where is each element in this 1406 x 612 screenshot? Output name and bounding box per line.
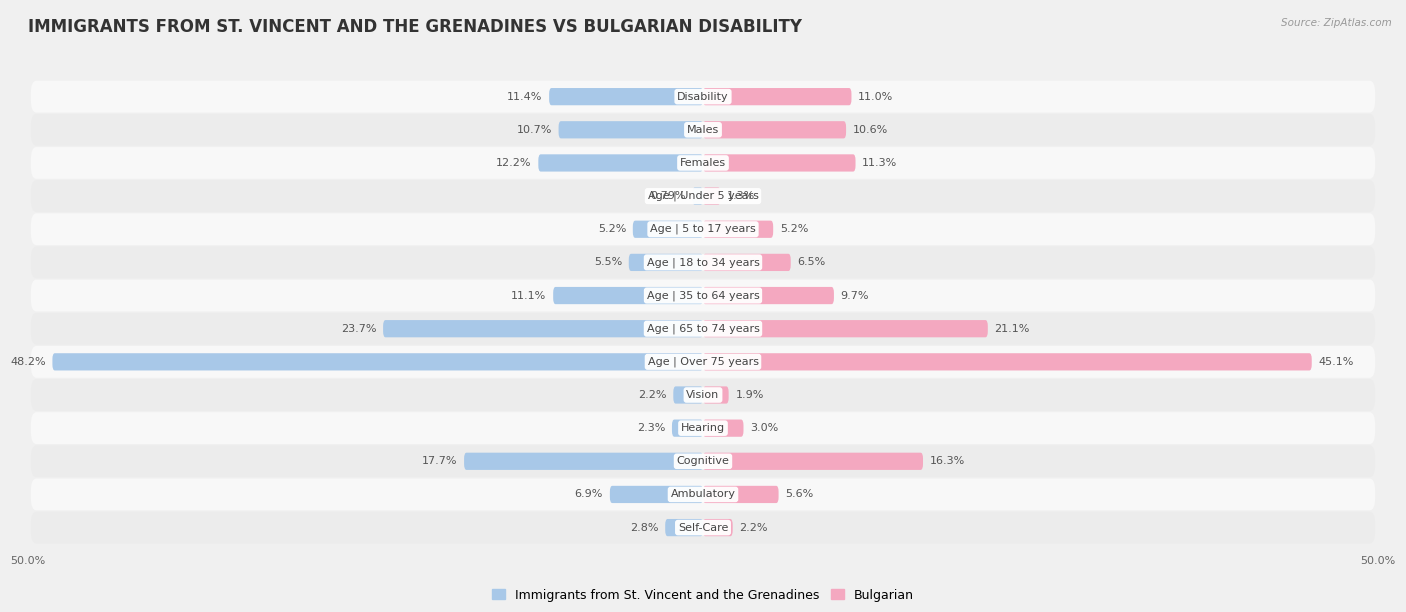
FancyBboxPatch shape — [558, 121, 703, 138]
FancyBboxPatch shape — [31, 412, 1375, 444]
Text: 0.79%: 0.79% — [650, 191, 686, 201]
FancyBboxPatch shape — [633, 220, 703, 238]
Text: 2.8%: 2.8% — [630, 523, 658, 532]
FancyBboxPatch shape — [628, 254, 703, 271]
Text: 48.2%: 48.2% — [10, 357, 45, 367]
Text: 2.3%: 2.3% — [637, 423, 665, 433]
Text: Cognitive: Cognitive — [676, 457, 730, 466]
FancyBboxPatch shape — [665, 519, 703, 536]
FancyBboxPatch shape — [31, 346, 1375, 378]
FancyBboxPatch shape — [703, 386, 728, 404]
FancyBboxPatch shape — [703, 154, 855, 171]
FancyBboxPatch shape — [382, 320, 703, 337]
Text: 6.5%: 6.5% — [797, 258, 825, 267]
Text: 11.0%: 11.0% — [858, 92, 893, 102]
FancyBboxPatch shape — [703, 320, 988, 337]
FancyBboxPatch shape — [31, 512, 1375, 543]
Text: 21.1%: 21.1% — [994, 324, 1031, 334]
FancyBboxPatch shape — [703, 519, 733, 536]
FancyBboxPatch shape — [673, 386, 703, 404]
Text: Age | 65 to 74 years: Age | 65 to 74 years — [647, 324, 759, 334]
Text: Source: ZipAtlas.com: Source: ZipAtlas.com — [1281, 18, 1392, 28]
FancyBboxPatch shape — [550, 88, 703, 105]
FancyBboxPatch shape — [31, 280, 1375, 312]
FancyBboxPatch shape — [703, 254, 790, 271]
FancyBboxPatch shape — [703, 419, 744, 437]
FancyBboxPatch shape — [31, 247, 1375, 278]
FancyBboxPatch shape — [464, 453, 703, 470]
Text: Hearing: Hearing — [681, 423, 725, 433]
Text: 12.2%: 12.2% — [496, 158, 531, 168]
FancyBboxPatch shape — [703, 88, 852, 105]
FancyBboxPatch shape — [31, 147, 1375, 179]
Text: 2.2%: 2.2% — [638, 390, 666, 400]
FancyBboxPatch shape — [31, 81, 1375, 113]
Text: Males: Males — [688, 125, 718, 135]
Text: 11.4%: 11.4% — [508, 92, 543, 102]
Text: 5.6%: 5.6% — [786, 490, 814, 499]
Text: Females: Females — [681, 158, 725, 168]
Text: 9.7%: 9.7% — [841, 291, 869, 300]
Text: 6.9%: 6.9% — [575, 490, 603, 499]
FancyBboxPatch shape — [672, 419, 703, 437]
Text: Age | 5 to 17 years: Age | 5 to 17 years — [650, 224, 756, 234]
FancyBboxPatch shape — [610, 486, 703, 503]
FancyBboxPatch shape — [31, 313, 1375, 345]
Text: 1.9%: 1.9% — [735, 390, 763, 400]
FancyBboxPatch shape — [52, 353, 703, 370]
FancyBboxPatch shape — [31, 446, 1375, 477]
FancyBboxPatch shape — [703, 453, 922, 470]
FancyBboxPatch shape — [703, 121, 846, 138]
Text: 5.5%: 5.5% — [593, 258, 621, 267]
Text: 3.0%: 3.0% — [751, 423, 779, 433]
FancyBboxPatch shape — [553, 287, 703, 304]
FancyBboxPatch shape — [703, 220, 773, 238]
Text: 11.1%: 11.1% — [512, 291, 547, 300]
Text: 10.7%: 10.7% — [516, 125, 551, 135]
FancyBboxPatch shape — [538, 154, 703, 171]
Text: 45.1%: 45.1% — [1319, 357, 1354, 367]
FancyBboxPatch shape — [31, 379, 1375, 411]
Legend: Immigrants from St. Vincent and the Grenadines, Bulgarian: Immigrants from St. Vincent and the Gren… — [486, 584, 920, 606]
Text: 23.7%: 23.7% — [340, 324, 377, 334]
Text: IMMIGRANTS FROM ST. VINCENT AND THE GRENADINES VS BULGARIAN DISABILITY: IMMIGRANTS FROM ST. VINCENT AND THE GREN… — [28, 18, 801, 36]
Text: Age | 35 to 64 years: Age | 35 to 64 years — [647, 290, 759, 300]
FancyBboxPatch shape — [31, 180, 1375, 212]
FancyBboxPatch shape — [31, 114, 1375, 146]
FancyBboxPatch shape — [692, 187, 703, 204]
Text: 2.2%: 2.2% — [740, 523, 768, 532]
FancyBboxPatch shape — [31, 479, 1375, 510]
Text: Ambulatory: Ambulatory — [671, 490, 735, 499]
Text: Disability: Disability — [678, 92, 728, 102]
FancyBboxPatch shape — [703, 486, 779, 503]
Text: Age | 18 to 34 years: Age | 18 to 34 years — [647, 257, 759, 267]
FancyBboxPatch shape — [703, 187, 720, 204]
FancyBboxPatch shape — [703, 353, 1312, 370]
Text: 5.2%: 5.2% — [598, 224, 626, 234]
Text: Self-Care: Self-Care — [678, 523, 728, 532]
Text: Age | Under 5 years: Age | Under 5 years — [648, 191, 758, 201]
Text: 11.3%: 11.3% — [862, 158, 897, 168]
Text: 16.3%: 16.3% — [929, 457, 965, 466]
Text: 17.7%: 17.7% — [422, 457, 457, 466]
FancyBboxPatch shape — [703, 287, 834, 304]
FancyBboxPatch shape — [31, 214, 1375, 245]
Text: 10.6%: 10.6% — [853, 125, 889, 135]
Text: 5.2%: 5.2% — [780, 224, 808, 234]
Text: 1.3%: 1.3% — [727, 191, 755, 201]
Text: Age | Over 75 years: Age | Over 75 years — [648, 357, 758, 367]
Text: Vision: Vision — [686, 390, 720, 400]
